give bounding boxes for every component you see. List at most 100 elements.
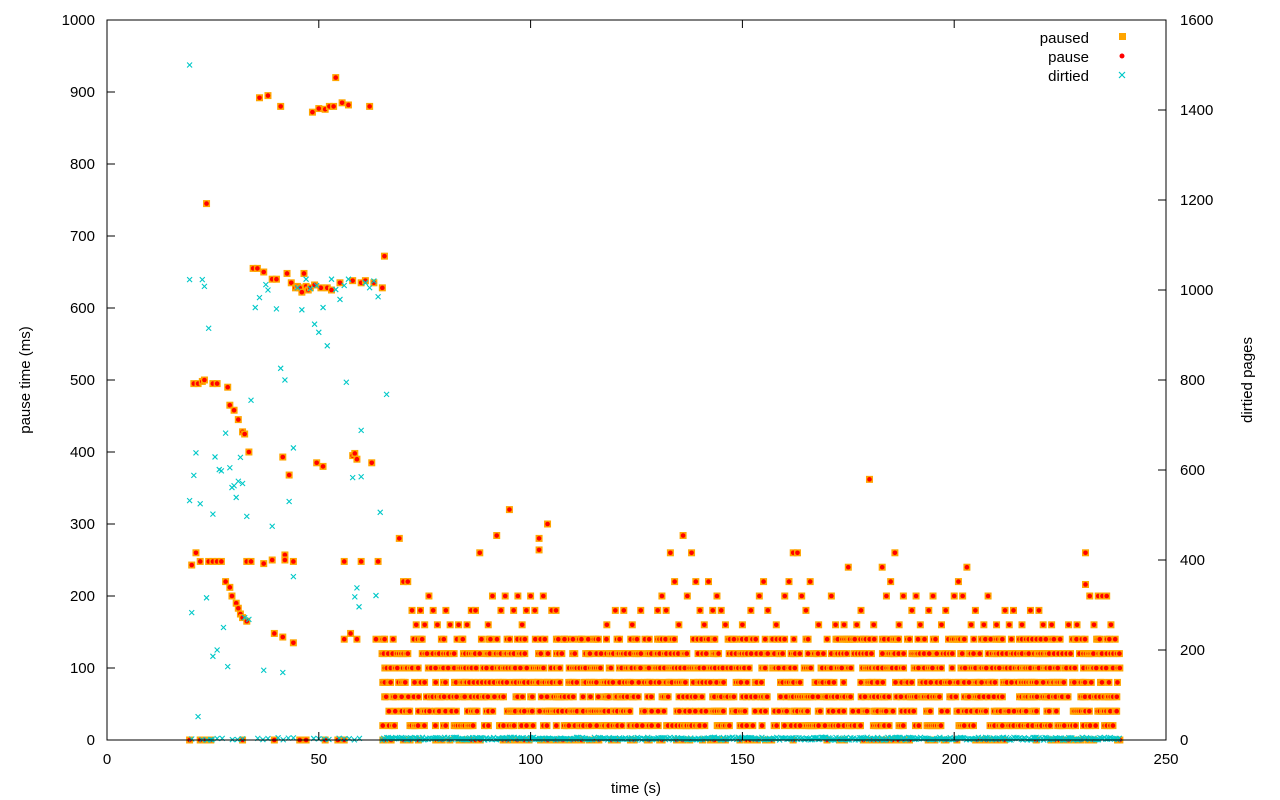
- pause-point: [856, 708, 861, 714]
- pause-point: [560, 708, 565, 714]
- pause-point: [278, 104, 283, 109]
- axes: 0 50 100 150 200 2500100200300400500600700800…: [62, 12, 1214, 768]
- pause-point: [288, 280, 294, 286]
- pause-point: [494, 636, 500, 642]
- pause-point: [728, 665, 734, 671]
- pause-point: [803, 608, 809, 613]
- pause-point: [916, 723, 922, 728]
- dirtied-point: [358, 427, 365, 434]
- pause-point: [882, 723, 887, 728]
- pause-point: [519, 622, 525, 628]
- pause-point: [733, 708, 738, 714]
- pause-point: [830, 708, 836, 714]
- pause-point: [1000, 636, 1005, 642]
- dirtied-point: [241, 614, 248, 621]
- pause-point: [405, 651, 411, 656]
- pause-point: [477, 651, 483, 656]
- dirtied-point: [294, 284, 301, 291]
- pause-point: [629, 680, 635, 685]
- pause-point: [433, 723, 438, 728]
- pause-point: [810, 694, 816, 700]
- pause-point: [562, 636, 567, 642]
- pause-point: [916, 665, 921, 671]
- pause-point: [655, 708, 661, 714]
- pause-point: [682, 665, 688, 671]
- pause-point: [900, 723, 906, 728]
- pause-point: [291, 559, 296, 564]
- pause-point: [219, 559, 224, 564]
- pause-point: [627, 708, 633, 714]
- pause-point: [538, 651, 544, 656]
- legend-label-paused: paused: [1040, 30, 1089, 47]
- dirtied-point: [358, 473, 365, 480]
- pause-point: [953, 694, 959, 700]
- pause-point: [949, 665, 955, 671]
- pause-point: [846, 564, 851, 570]
- pause-point: [339, 100, 345, 106]
- pause-point: [394, 665, 400, 671]
- dirtied-point: [373, 592, 379, 599]
- pause-point: [1034, 694, 1040, 700]
- pause-point: [346, 102, 351, 108]
- pause-point: [983, 636, 988, 642]
- pause-point: [494, 533, 500, 538]
- pause-point: [272, 631, 277, 636]
- pause-point: [415, 665, 421, 671]
- pause-point: [753, 694, 758, 700]
- pause-point: [545, 651, 551, 656]
- pause-point: [501, 694, 506, 700]
- pause-point: [988, 636, 994, 642]
- pause-point: [960, 593, 965, 599]
- pause-point: [456, 622, 461, 628]
- pause-point: [854, 622, 860, 628]
- dirtied-point: [199, 276, 206, 283]
- pause-point: [701, 622, 707, 628]
- dirtied-point: [821, 734, 828, 741]
- pause-point: [604, 622, 610, 628]
- dirtied-point: [320, 736, 327, 742]
- dirtied-point: [311, 321, 318, 328]
- dirtied-point: [195, 713, 201, 720]
- dirtied-point: [595, 734, 602, 741]
- pause-point: [354, 456, 360, 462]
- pause-point: [352, 451, 358, 456]
- pause-point: [502, 593, 508, 599]
- y-tick-label: 900: [70, 84, 95, 101]
- legend-marker-dirtied: [1118, 71, 1126, 79]
- pause-point: [862, 694, 868, 700]
- pause-point: [805, 636, 811, 642]
- pause-point: [983, 665, 989, 671]
- pause-point: [412, 680, 417, 685]
- pause-point: [703, 651, 709, 656]
- pause-point: [545, 521, 550, 527]
- dirtied-point: [277, 365, 284, 372]
- pause-point: [265, 93, 271, 98]
- pause-point: [625, 694, 630, 700]
- dirtied-point: [262, 281, 269, 288]
- pause-point: [638, 665, 643, 671]
- dirtied-point: [197, 500, 204, 507]
- pause-point: [1088, 680, 1094, 685]
- pause-point: [981, 694, 987, 700]
- pause-point: [382, 253, 387, 259]
- pause-point: [881, 636, 887, 642]
- pause-point: [519, 723, 524, 728]
- pause-point: [961, 723, 967, 728]
- pause-point: [956, 708, 961, 714]
- pause-point: [927, 708, 933, 714]
- pause-point: [961, 636, 967, 642]
- pause-point: [718, 608, 724, 613]
- pause-point: [1083, 582, 1088, 587]
- dirtied-point: [218, 468, 225, 474]
- y2-tick-label: 0: [1180, 732, 1188, 749]
- dirtied-point: [362, 279, 369, 286]
- pause-point: [580, 694, 586, 700]
- y2-tick-label: 200: [1180, 642, 1205, 659]
- pause-point: [1046, 651, 1052, 656]
- pause-point: [579, 636, 584, 642]
- pause-point: [341, 559, 347, 564]
- dirtied-point: [279, 669, 286, 676]
- pause-point: [782, 723, 787, 728]
- pause-point: [786, 579, 792, 584]
- pause-point: [797, 680, 803, 685]
